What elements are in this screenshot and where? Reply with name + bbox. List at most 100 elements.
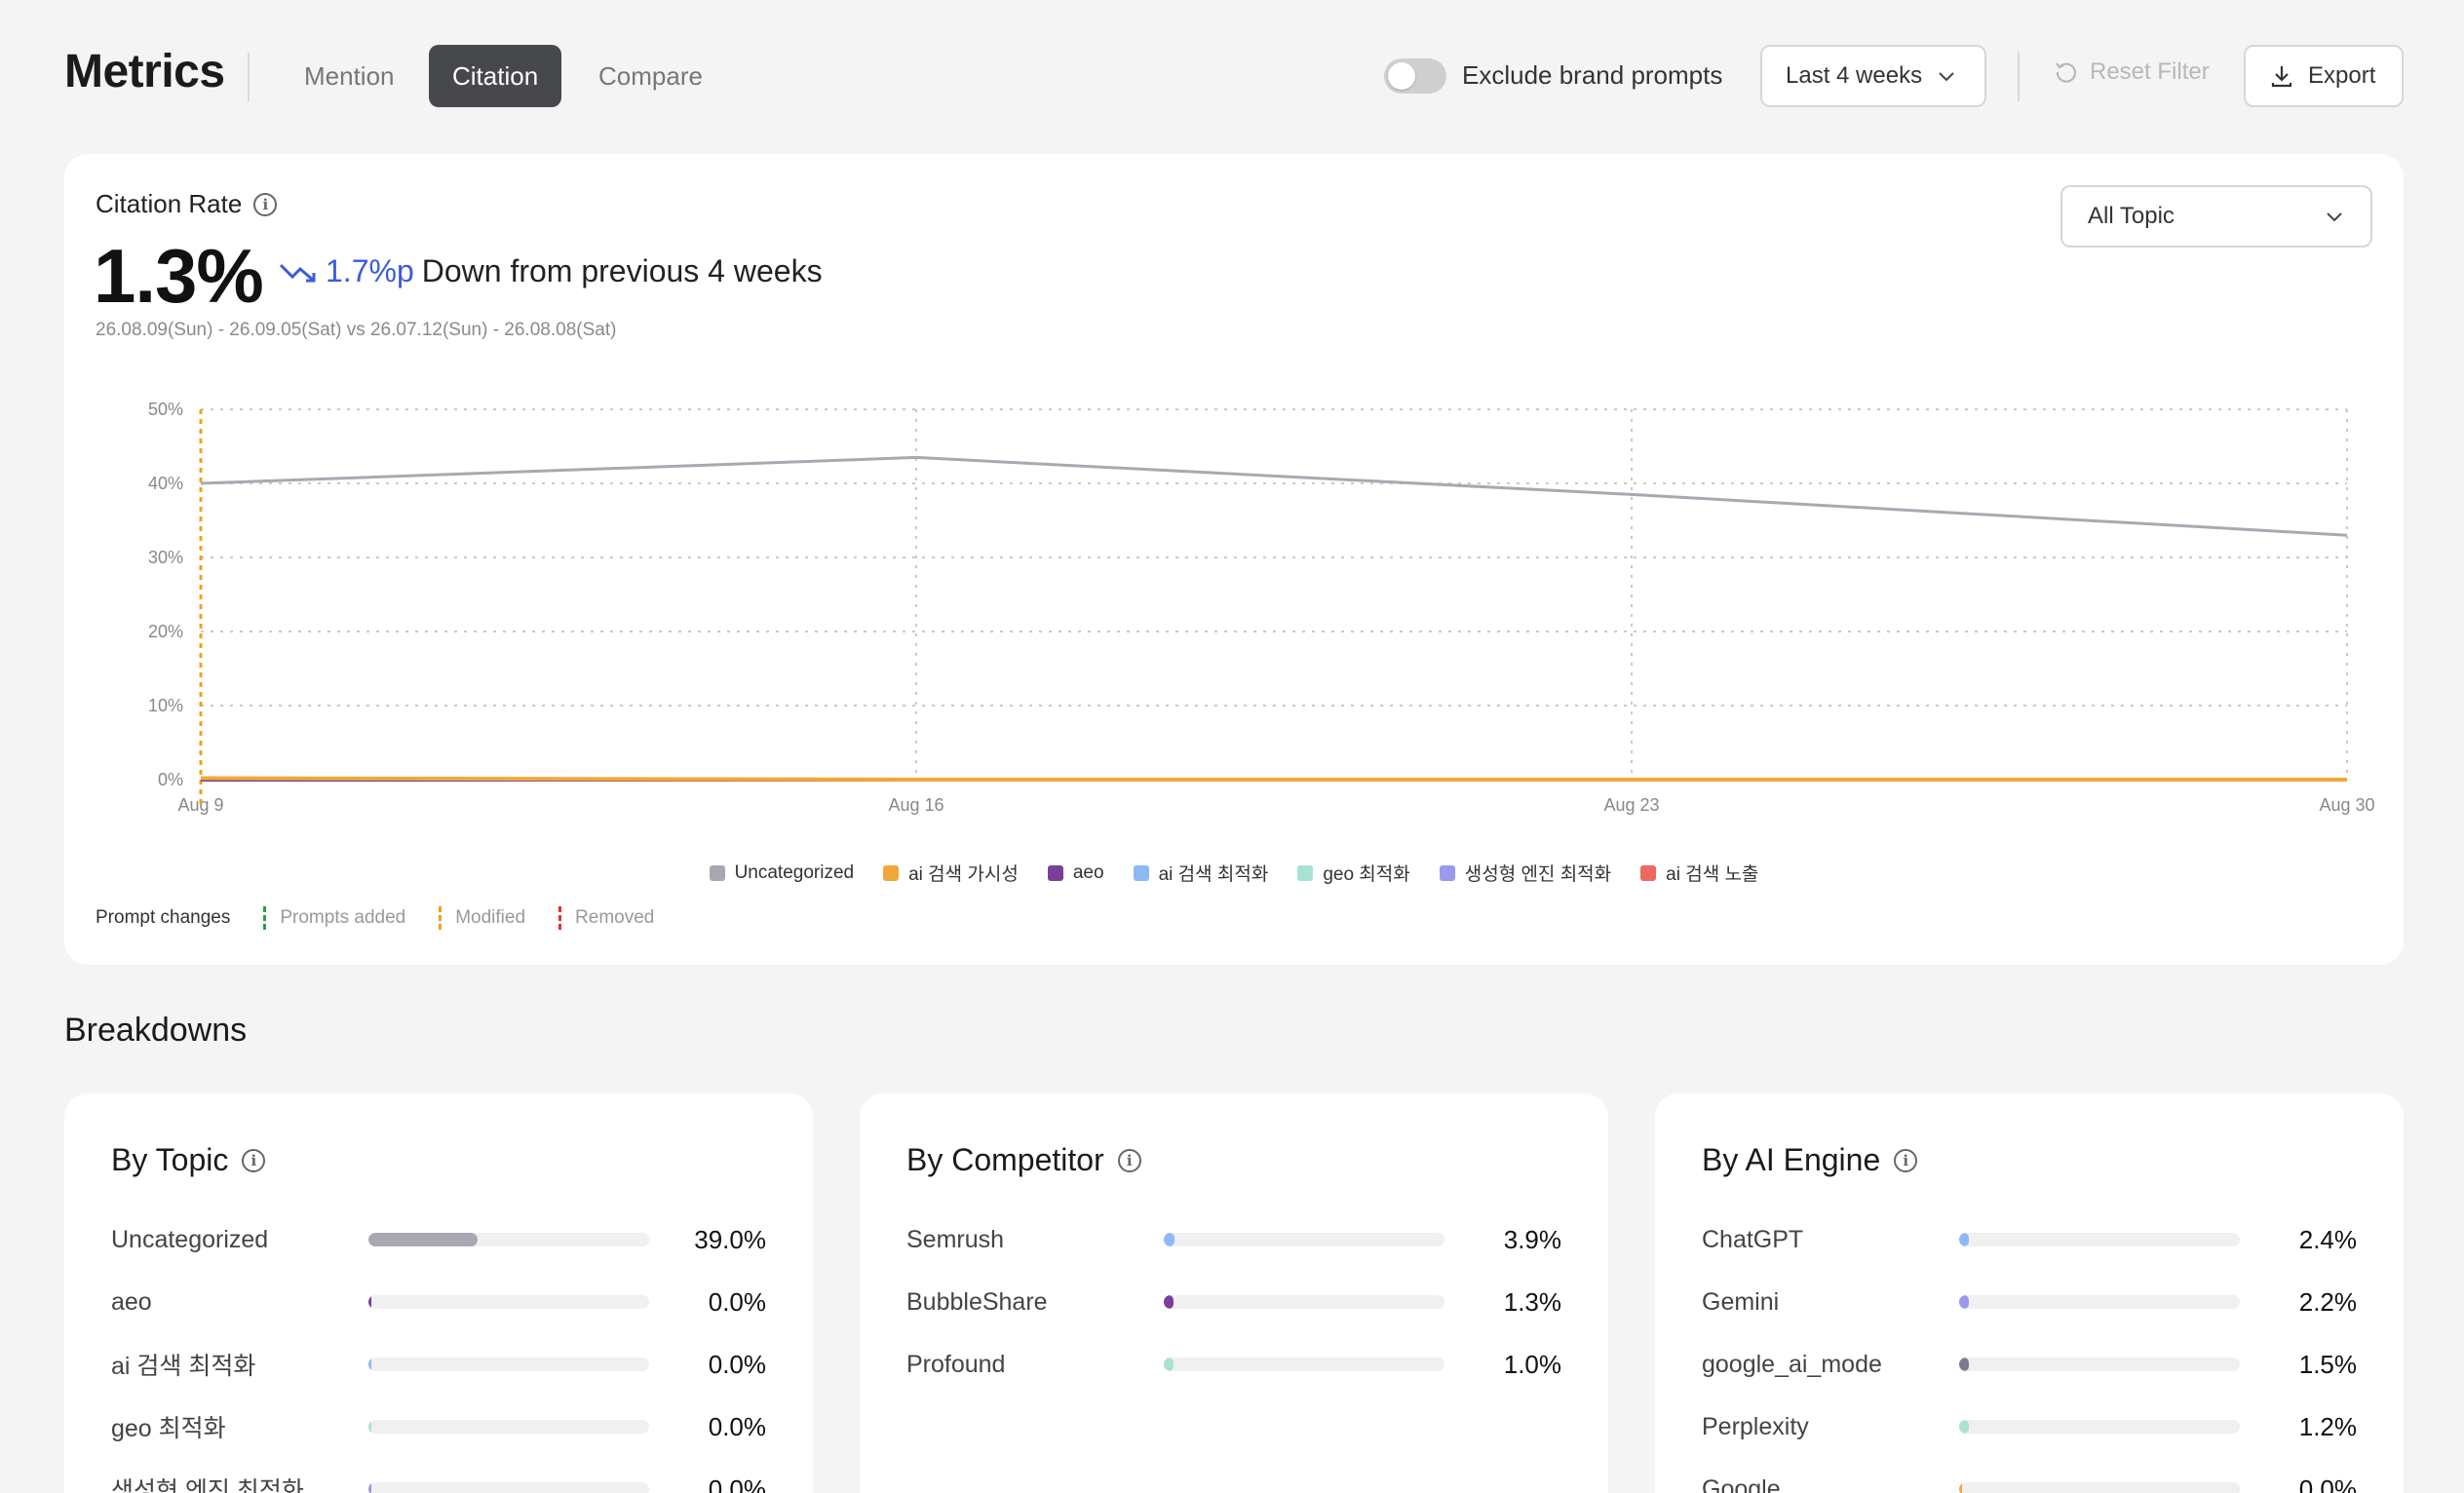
legend-item[interactable]: aeo <box>1047 860 1104 886</box>
breakdown-row[interactable]: Profound 1.0% <box>906 1345 1561 1384</box>
legend-item[interactable]: ai 검색 가시성 <box>883 860 1019 886</box>
export-label: Export <box>2308 62 2376 89</box>
legend-label: aeo <box>1072 861 1104 883</box>
x-tick-label: Aug 9 <box>177 795 223 815</box>
breakdown-label: Uncategorized <box>111 1225 269 1253</box>
breakdown-bar-fill <box>368 1482 371 1493</box>
breakdown-label: ChatGPT <box>1702 1225 1804 1253</box>
reset-filter-label: Reset Filter <box>2090 58 2210 85</box>
breakdown-row[interactable]: Uncategorized 39.0% <box>111 1220 766 1259</box>
breakdown-value: 0.0% <box>708 1474 766 1493</box>
tab-compare[interactable]: Compare <box>598 61 703 91</box>
export-button[interactable]: Export <box>2244 45 2404 107</box>
legend-item[interactable]: geo 최적화 <box>1297 860 1410 886</box>
y-tick-label: 0% <box>158 770 183 789</box>
breakdown-label: Google <box>1702 1474 1781 1493</box>
citation-rate-title-text: Citation Rate <box>96 189 243 218</box>
chevron-down-icon <box>1939 72 1954 82</box>
by-ai-engine-title-text: By AI Engine <box>1702 1142 1881 1177</box>
breakdown-label: Semrush <box>906 1225 1005 1253</box>
legend-label: 생성형 엔진 최적화 <box>1464 864 1612 885</box>
legend-item[interactable]: 생성형 엔진 최적화 <box>1439 860 1612 886</box>
breakdown-row[interactable]: Gemini 2.2% <box>1702 1282 2357 1321</box>
citation-rate-change: 1.7%p Down from previous 4 weeks <box>279 253 823 289</box>
reset-filter-button[interactable]: Reset Filter <box>2053 58 2210 86</box>
header-divider <box>2018 53 2020 101</box>
legend-label: geo 최적화 <box>1323 864 1410 885</box>
topic-select[interactable]: All Topic <box>2060 185 2372 248</box>
tab-citation[interactable]: Citation <box>429 45 562 107</box>
by-topic-card: By Topic i Uncategorized 39.0% aeo 0.0% ai 검… <box>64 1093 813 1493</box>
breakdown-value: 1.5% <box>2298 1349 2357 1379</box>
breakdown-row[interactable]: ChatGPT 2.4% <box>1702 1220 2357 1259</box>
breakdown-value: 1.0% <box>1503 1349 1561 1379</box>
legend-item[interactable]: Uncategorized <box>709 860 854 886</box>
info-icon[interactable]: i <box>253 192 278 216</box>
info-icon[interactable]: i <box>1117 1148 1141 1172</box>
exclude-brand-toggle[interactable] <box>1384 58 1446 94</box>
legend-swatch <box>1640 864 1657 881</box>
breakdown-row[interactable]: BubbleShare 1.3% <box>906 1282 1561 1321</box>
breakdown-row[interactable]: aeo 0.0% <box>111 1282 766 1321</box>
legend-swatch <box>1047 864 1063 881</box>
prompt-change-added-label: Prompts added <box>280 907 406 928</box>
by-competitor-title-text: By Competitor <box>906 1142 1104 1177</box>
citation-rate-card: Citation Rate i 1.3% 1.7%p Down from pre… <box>64 154 2404 965</box>
legend-label: ai 검색 가시성 <box>908 864 1019 885</box>
breakdown-value: 0.0% <box>708 1349 766 1379</box>
breakdown-bar-track <box>1959 1482 2240 1493</box>
prompt-change-added: Prompts added <box>263 906 405 930</box>
info-icon[interactable]: i <box>242 1148 266 1172</box>
breakdown-label: BubbleShare <box>906 1287 1048 1316</box>
breakdown-row[interactable]: Semrush 3.9% <box>906 1220 1561 1259</box>
breakdown-bar-track <box>1164 1358 1444 1371</box>
period-select[interactable]: Last 4 weeks <box>1760 45 1986 107</box>
legend-label: ai 검색 최적화 <box>1158 864 1269 885</box>
citation-rate-value: 1.3% <box>94 233 264 319</box>
breakdown-label: 생성형 엔진 최적화 <box>111 1477 304 1493</box>
legend-item[interactable]: ai 검색 최적화 <box>1133 860 1269 886</box>
date-range: 26.08.09(Sun) - 26.09.05(Sat) vs 26.07.1… <box>96 320 617 340</box>
breakdown-label: ai 검색 최적화 <box>111 1353 256 1380</box>
breakdown-bar-track <box>368 1358 649 1371</box>
breakdown-bar-track <box>1959 1233 2240 1246</box>
breakdown-bar-track <box>1959 1420 2240 1434</box>
legend-swatch <box>1133 864 1149 881</box>
breakdown-row[interactable]: ai 검색 최적화 0.0% <box>111 1345 766 1384</box>
toggle-knob <box>1388 62 1415 90</box>
x-tick-label: Aug 30 <box>2319 795 2374 815</box>
y-tick-label: 50% <box>148 400 183 419</box>
breakdown-label: aeo <box>111 1287 152 1316</box>
breakdown-row[interactable]: 생성형 엔진 최적화 0.0% <box>111 1470 766 1493</box>
chart-legend: Uncategorized ai 검색 가시성 aeo ai 검색 최적화 geo 최적… <box>64 860 2404 886</box>
breakdown-bar-fill <box>1959 1358 1969 1371</box>
legend-swatch <box>1439 864 1455 881</box>
breakdown-bar-fill <box>1959 1233 1969 1246</box>
breakdown-value: 3.9% <box>1503 1224 1561 1254</box>
y-tick-label: 10% <box>148 696 183 715</box>
breakdown-label: geo 최적화 <box>111 1415 226 1442</box>
breakdown-row[interactable]: google_ai_mode 1.5% <box>1702 1345 2357 1384</box>
dashed-line-icon <box>439 906 443 930</box>
breakdown-row[interactable]: Google 0.0% <box>1702 1470 2357 1493</box>
legend-item[interactable]: ai 검색 노출 <box>1640 860 1758 886</box>
x-tick-label: Aug 16 <box>888 795 943 815</box>
breakdown-row[interactable]: geo 최적화 0.0% <box>111 1407 766 1446</box>
legend-swatch <box>1297 864 1314 881</box>
legend-swatch <box>883 864 900 881</box>
topic-select-value: All Topic <box>2088 203 2175 229</box>
info-icon[interactable]: i <box>1894 1148 1918 1172</box>
breakdown-bar-fill <box>368 1233 479 1246</box>
page-title: Metrics <box>64 46 225 97</box>
breakdown-value: 1.3% <box>1503 1286 1561 1317</box>
breakdown-row[interactable]: Perplexity 1.2% <box>1702 1407 2357 1446</box>
trend-down-icon <box>279 263 316 282</box>
breakdown-bar-track <box>1959 1295 2240 1309</box>
breakdown-bar-fill <box>368 1420 371 1434</box>
breakdown-bar-track <box>1959 1358 2240 1371</box>
header-divider <box>248 53 250 101</box>
breakdown-label: Profound <box>906 1350 1006 1378</box>
dashed-line-icon <box>263 906 267 930</box>
tab-mention[interactable]: Mention <box>304 61 395 91</box>
breakdown-bar-fill <box>1959 1482 1962 1493</box>
